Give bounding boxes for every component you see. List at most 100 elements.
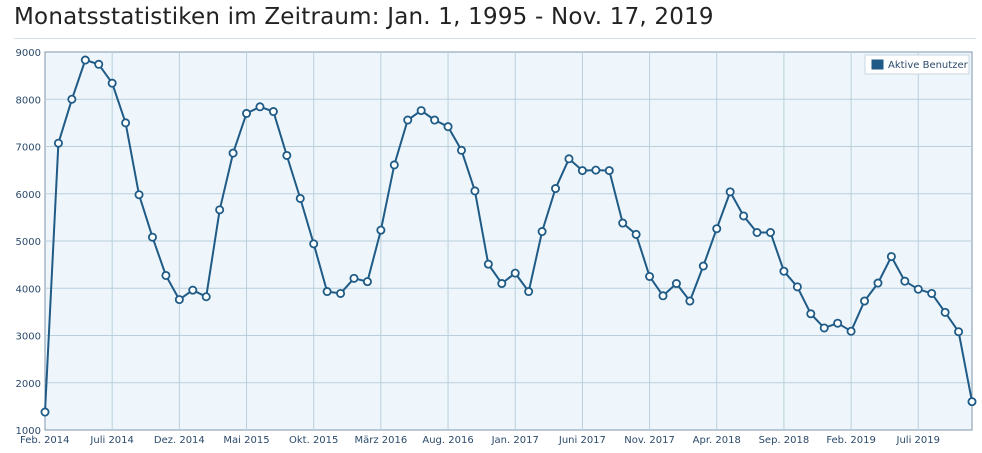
y-tick-label: 2000 xyxy=(16,379,41,390)
data-point[interactable] xyxy=(362,277,372,287)
data-point[interactable] xyxy=(282,150,292,160)
data-point[interactable] xyxy=(564,154,574,164)
data-point[interactable] xyxy=(860,296,870,306)
x-tick-label: Nov. 2017 xyxy=(624,435,675,446)
data-point[interactable] xyxy=(819,323,829,333)
data-point[interactable] xyxy=(470,186,480,196)
data-point[interactable] xyxy=(712,224,722,234)
data-point[interactable] xyxy=(349,273,359,283)
data-point[interactable] xyxy=(322,287,332,297)
data-point[interactable] xyxy=(537,227,547,237)
data-point[interactable] xyxy=(40,407,50,417)
data-point[interactable] xyxy=(765,227,775,237)
data-point[interactable] xyxy=(94,59,104,69)
data-point[interactable] xyxy=(161,270,171,280)
data-point[interactable] xyxy=(80,55,90,65)
x-tick-label: März 2016 xyxy=(354,435,407,446)
data-point[interactable] xyxy=(645,271,655,281)
data-point[interactable] xyxy=(67,94,77,104)
data-point[interactable] xyxy=(174,295,184,305)
legend-label: Aktive Benutzer xyxy=(888,60,969,71)
data-point[interactable] xyxy=(886,252,896,262)
data-point[interactable] xyxy=(242,108,252,118)
data-point[interactable] xyxy=(443,122,453,132)
data-point[interactable] xyxy=(483,259,493,269)
data-point[interactable] xyxy=(510,268,520,278)
data-point[interactable] xyxy=(846,326,856,336)
y-tick-label: 1000 xyxy=(16,426,41,437)
data-point[interactable] xyxy=(685,296,695,306)
data-point[interactable] xyxy=(779,266,789,276)
data-point[interactable] xyxy=(53,138,63,148)
grid-lines xyxy=(45,52,972,430)
data-point[interactable] xyxy=(497,279,507,289)
data-point[interactable] xyxy=(604,166,614,176)
x-tick-label: Jan. 2017 xyxy=(491,435,539,446)
data-point[interactable] xyxy=(927,288,937,298)
y-tick-label: 3000 xyxy=(16,332,41,343)
data-point[interactable] xyxy=(913,284,923,294)
x-tick-label: Feb. 2014 xyxy=(20,435,70,446)
data-point[interactable] xyxy=(954,327,964,337)
data-point[interactable] xyxy=(228,148,238,158)
x-tick-label: Feb. 2019 xyxy=(826,435,876,446)
data-point[interactable] xyxy=(215,205,225,215)
data-point[interactable] xyxy=(147,232,157,242)
data-point[interactable] xyxy=(591,165,601,175)
x-axis-ticks: Feb. 2014 Juli 2014 Dez. 2014 Mai 2015 Okt. … xyxy=(20,435,940,446)
data-point[interactable] xyxy=(389,160,399,170)
data-point[interactable] xyxy=(430,115,440,125)
x-tick-label: Juli 2019 xyxy=(896,435,940,446)
data-point[interactable] xyxy=(268,107,278,117)
data-point[interactable] xyxy=(618,218,628,228)
y-axis-ticks: 1000 2000 3000 4000 5000 6000 7000 8000 9000 xyxy=(16,48,41,437)
y-tick-label: 5000 xyxy=(16,237,41,248)
x-tick-label: Sep. 2018 xyxy=(759,435,810,446)
data-point[interactable] xyxy=(725,187,735,197)
x-tick-label: Juni 2017 xyxy=(558,435,606,446)
data-point[interactable] xyxy=(873,278,883,288)
data-point[interactable] xyxy=(806,309,816,319)
data-point[interactable] xyxy=(309,239,319,249)
chart-title: Monatsstatistiken im Zeitraum: Jan. 1, 1… xyxy=(14,4,714,30)
x-tick-label: Juli 2014 xyxy=(89,435,133,446)
data-point[interactable] xyxy=(188,285,198,295)
data-point[interactable] xyxy=(671,279,681,289)
x-tick-label: Apr. 2018 xyxy=(693,435,741,446)
x-tick-label: Aug. 2016 xyxy=(422,435,473,446)
series-layer xyxy=(40,55,977,417)
data-point[interactable] xyxy=(833,318,843,328)
y-tick-label: 6000 xyxy=(16,190,41,201)
legend-swatch xyxy=(870,58,885,71)
data-point[interactable] xyxy=(376,225,386,235)
data-point[interactable] xyxy=(403,115,413,125)
data-point[interactable] xyxy=(524,287,534,297)
x-tick-label: Mai 2015 xyxy=(223,435,269,446)
y-tick-label: 9000 xyxy=(16,48,41,59)
data-point[interactable] xyxy=(577,166,587,176)
data-point[interactable] xyxy=(631,229,641,239)
legend: Aktive Benutzer xyxy=(864,54,970,75)
title-divider xyxy=(14,38,976,39)
y-tick-label: 4000 xyxy=(16,284,41,295)
data-point[interactable] xyxy=(134,190,144,200)
legend-box xyxy=(864,54,970,75)
data-point[interactable] xyxy=(940,307,950,317)
data-point[interactable] xyxy=(416,106,426,116)
data-point[interactable] xyxy=(658,291,668,301)
series-line xyxy=(44,59,973,413)
data-point[interactable] xyxy=(456,145,466,155)
data-point[interactable] xyxy=(551,184,561,194)
data-point[interactable] xyxy=(201,292,211,302)
data-point[interactable] xyxy=(792,282,802,292)
data-point[interactable] xyxy=(107,78,117,88)
data-point[interactable] xyxy=(336,288,346,298)
data-point[interactable] xyxy=(121,118,131,128)
data-point[interactable] xyxy=(255,102,265,112)
data-point[interactable] xyxy=(967,397,977,407)
data-point[interactable] xyxy=(752,227,762,237)
data-point[interactable] xyxy=(739,211,749,221)
data-point[interactable] xyxy=(295,193,305,203)
data-point[interactable] xyxy=(698,261,708,271)
data-point[interactable] xyxy=(900,276,910,286)
